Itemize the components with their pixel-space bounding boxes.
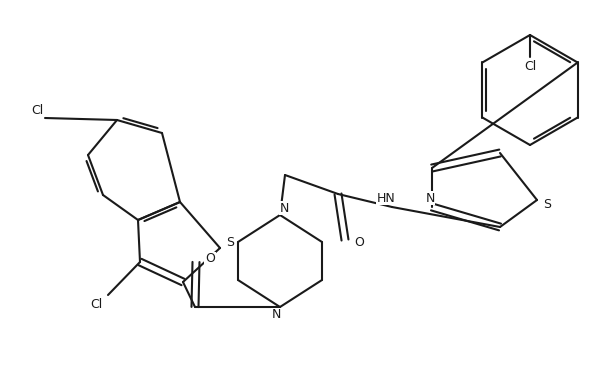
Text: HN: HN [377, 191, 396, 205]
Text: N: N [279, 202, 289, 214]
Text: Cl: Cl [90, 299, 102, 311]
Text: N: N [272, 308, 281, 321]
Text: S: S [226, 237, 234, 250]
Text: Cl: Cl [31, 103, 43, 117]
Text: Cl: Cl [524, 59, 536, 73]
Text: O: O [354, 237, 364, 250]
Text: O: O [205, 253, 215, 265]
Text: S: S [543, 199, 551, 211]
Text: N: N [425, 191, 435, 205]
